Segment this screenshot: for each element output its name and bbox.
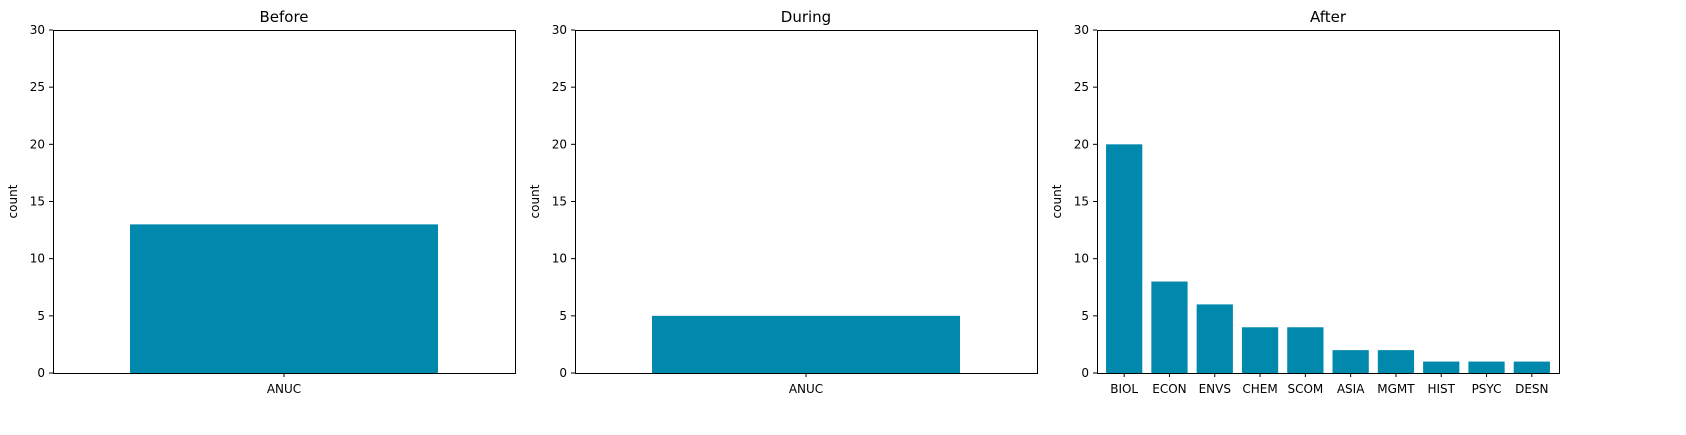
bar-2-desn <box>1513 361 1550 373</box>
chart-title: During <box>781 8 831 26</box>
y-tick-label: 20 <box>552 137 567 151</box>
bar-2-econ <box>1151 281 1188 373</box>
x-tick-label: ANUC <box>789 382 823 396</box>
chart-title: Before <box>259 8 308 26</box>
y-tick-label: 5 <box>1081 309 1089 323</box>
chart-title: After <box>1310 8 1347 26</box>
y-tick-label: 0 <box>37 366 45 380</box>
x-tick-label: ASIA <box>1337 382 1365 396</box>
x-tick-label: PSYC <box>1472 382 1502 396</box>
y-tick-label: 25 <box>552 80 567 94</box>
y-tick-label: 5 <box>37 309 45 323</box>
x-tick-label: CHEM <box>1242 382 1277 396</box>
y-tick-label: 30 <box>30 23 45 37</box>
x-tick-label: HIST <box>1427 382 1455 396</box>
x-tick-label: BIOL <box>1110 382 1138 396</box>
x-tick-label: DESN <box>1515 382 1548 396</box>
bar-2-hist <box>1423 361 1460 373</box>
y-tick-label: 20 <box>30 137 45 151</box>
bar-2-biol <box>1106 144 1143 373</box>
axes-frame <box>1097 30 1560 374</box>
y-tick-label: 30 <box>1074 23 1089 37</box>
axes-frame <box>53 30 516 374</box>
bar-1-anuc <box>652 315 960 373</box>
bar-2-psyc <box>1468 361 1505 373</box>
x-tick-label: ANUC <box>267 382 301 396</box>
bar-2-mgmt <box>1377 350 1415 373</box>
x-tick-label: ENVS <box>1199 382 1231 396</box>
x-tick-label: ECON <box>1152 382 1186 396</box>
y-tick-label: 5 <box>559 309 567 323</box>
x-tick-label: MGMT <box>1377 382 1415 396</box>
y-tick-label: 30 <box>552 23 567 37</box>
y-tick-label: 15 <box>30 195 45 209</box>
y-tick-label: 10 <box>30 252 45 266</box>
bar-2-asia <box>1332 350 1369 373</box>
y-axis-label: count <box>528 184 542 218</box>
axes-frame <box>575 30 1038 374</box>
y-tick-label: 15 <box>1074 195 1089 209</box>
y-tick-label: 10 <box>552 252 567 266</box>
y-axis-label: count <box>1050 184 1064 218</box>
bar-2-envs <box>1196 304 1233 373</box>
y-tick-label: 15 <box>552 195 567 209</box>
bar-2-scom <box>1287 327 1324 373</box>
y-axis-label: count <box>6 184 20 218</box>
y-tick-label: 25 <box>1074 80 1089 94</box>
x-tick-label: SCOM <box>1287 382 1323 396</box>
y-tick-label: 0 <box>1081 366 1089 380</box>
y-tick-label: 20 <box>1074 137 1089 151</box>
y-tick-label: 10 <box>1074 252 1089 266</box>
y-tick-label: 0 <box>559 366 567 380</box>
bar-0-anuc <box>130 224 438 373</box>
y-tick-label: 25 <box>30 80 45 94</box>
bar-2-chem <box>1241 327 1279 373</box>
